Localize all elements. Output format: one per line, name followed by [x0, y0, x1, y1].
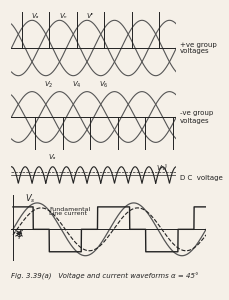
Text: V$_2$: V$_2$: [44, 80, 54, 90]
Text: Line current: Line current: [49, 211, 87, 216]
Text: Vₐ: Vₐ: [49, 154, 56, 160]
Text: Fundamental: Fundamental: [49, 207, 90, 212]
Text: +ve group
voltages: +ve group voltages: [180, 41, 216, 55]
Text: Vₐ: Vₐ: [32, 13, 39, 19]
Text: Vᶜ: Vᶜ: [87, 13, 94, 19]
Text: Vⴏ: Vⴏ: [157, 163, 167, 170]
Text: V$_s$: V$_s$: [25, 193, 35, 205]
Text: Fig. 3.39(a)   Voltage and current waveforms α = 45°: Fig. 3.39(a) Voltage and current wavefor…: [11, 272, 199, 280]
Text: V$_6$: V$_6$: [99, 80, 109, 90]
Text: ϕ: ϕ: [16, 230, 22, 239]
Text: D C  voltage: D C voltage: [180, 175, 222, 181]
Text: -ve group
voltages: -ve group voltages: [180, 110, 213, 124]
Text: Vₙ: Vₙ: [59, 13, 67, 19]
Text: V$_4$: V$_4$: [72, 80, 82, 90]
